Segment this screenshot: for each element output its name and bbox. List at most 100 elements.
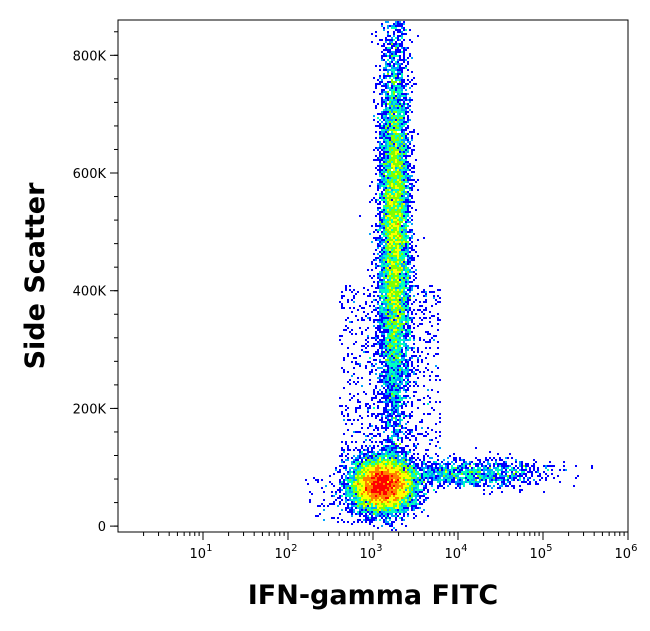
event-dot — [373, 511, 375, 513]
event-dot — [477, 471, 479, 473]
event-dot — [415, 427, 417, 429]
event-dot — [379, 321, 381, 323]
event-dot — [525, 481, 527, 483]
event-dot — [395, 271, 397, 273]
event-dot — [393, 297, 395, 299]
event-dot — [423, 487, 425, 489]
event-dot — [385, 493, 387, 495]
event-dot — [401, 303, 403, 305]
event-dot — [405, 165, 407, 167]
event-dot — [389, 111, 391, 113]
event-dot — [427, 481, 429, 483]
event-dot — [389, 469, 391, 471]
event-dot — [563, 461, 565, 463]
event-dot — [409, 499, 411, 501]
event-dot — [477, 459, 479, 461]
event-dot — [405, 211, 407, 213]
event-dot — [385, 361, 387, 363]
event-dot — [385, 385, 387, 387]
event-dot — [399, 389, 401, 391]
event-dot — [439, 467, 441, 469]
event-dot — [351, 509, 353, 511]
event-dot — [487, 459, 489, 461]
event-dot — [441, 485, 443, 487]
event-dot — [407, 205, 409, 207]
event-dot — [385, 499, 387, 501]
event-dot — [377, 245, 379, 247]
event-dot — [413, 467, 415, 469]
event-dot — [399, 371, 401, 373]
event-dot — [399, 147, 401, 149]
event-dot — [373, 473, 375, 475]
event-dot — [369, 523, 371, 525]
event-dot — [399, 223, 401, 225]
event-dot — [391, 253, 393, 255]
event-dot — [373, 325, 375, 327]
event-dot — [383, 445, 385, 447]
event-dot — [385, 509, 387, 511]
event-dot — [407, 173, 409, 175]
event-dot — [399, 455, 401, 457]
event-dot — [375, 333, 377, 335]
event-dot — [479, 467, 481, 469]
event-dot — [383, 231, 385, 233]
event-dot — [399, 289, 401, 291]
event-dot — [445, 471, 447, 473]
event-dot — [385, 257, 387, 259]
event-dot — [391, 165, 393, 167]
event-dot — [345, 467, 347, 469]
event-dot — [389, 453, 391, 455]
event-dot — [389, 89, 391, 91]
event-dot — [381, 353, 383, 355]
event-dot — [343, 503, 345, 505]
event-dot — [381, 349, 383, 351]
event-dot — [447, 477, 449, 479]
event-dot — [391, 37, 393, 39]
event-dot — [449, 471, 451, 473]
event-dot — [385, 337, 387, 339]
event-dot — [403, 311, 405, 313]
event-dot — [517, 479, 519, 481]
event-dot — [385, 143, 387, 145]
event-dot — [405, 173, 407, 175]
event-dot — [401, 191, 403, 193]
event-dot — [405, 485, 407, 487]
event-dot — [397, 501, 399, 503]
event-dot — [381, 345, 383, 347]
event-dot — [415, 383, 417, 385]
event-dot — [397, 45, 399, 47]
event-dot — [405, 193, 407, 195]
event-dot — [415, 181, 417, 183]
event-dot — [399, 321, 401, 323]
event-dot — [403, 237, 405, 239]
event-dot — [385, 241, 387, 243]
event-dot — [395, 227, 397, 229]
event-dot — [395, 205, 397, 207]
event-dot — [431, 291, 433, 293]
event-dot — [413, 473, 415, 475]
event-dot — [401, 369, 403, 371]
event-dot — [399, 173, 401, 175]
event-dot — [385, 209, 387, 211]
event-dot — [393, 99, 395, 101]
event-dot — [411, 153, 413, 155]
event-dot — [381, 441, 383, 443]
event-dot — [455, 469, 457, 471]
event-dot — [371, 365, 373, 367]
event-dot — [391, 131, 393, 133]
event-dot — [381, 497, 383, 499]
event-dot — [383, 453, 385, 455]
event-dot — [545, 473, 547, 475]
event-dot — [369, 499, 371, 501]
event-dot — [413, 167, 415, 169]
event-dot — [407, 347, 409, 349]
event-dot — [389, 245, 391, 247]
event-dot — [429, 397, 431, 399]
event-dot — [383, 117, 385, 119]
event-dot — [345, 459, 347, 461]
event-dot — [407, 241, 409, 243]
event-dot — [403, 239, 405, 241]
event-dot — [393, 271, 395, 273]
event-dot — [375, 477, 377, 479]
event-dot — [355, 481, 357, 483]
